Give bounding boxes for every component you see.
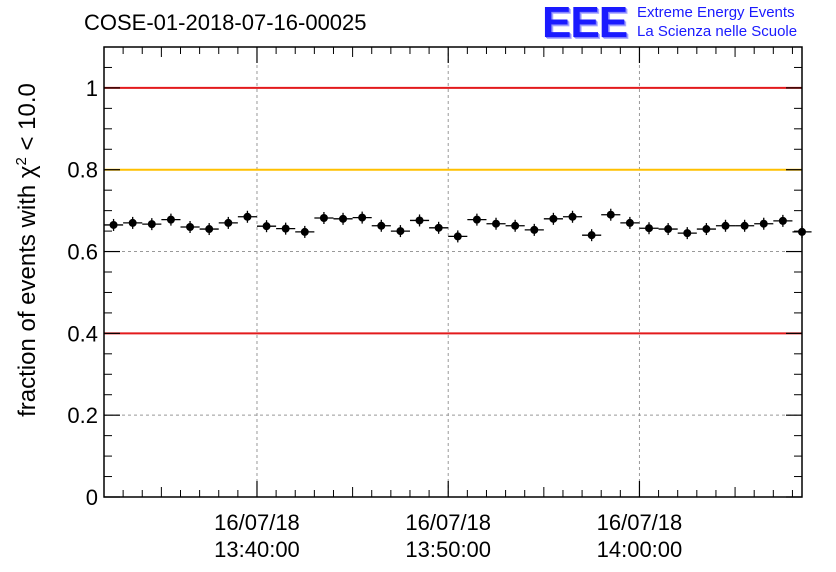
point-marker — [759, 219, 768, 228]
data-point — [696, 223, 716, 236]
point-marker — [224, 218, 233, 227]
tick-labels: 00.20.40.60.8116/07/1813:40:0016/07/1813… — [67, 76, 682, 562]
point-marker — [147, 220, 156, 229]
point-marker — [109, 220, 118, 229]
logo-tagline-1: Extreme Energy Events — [637, 4, 795, 21]
eee-logo: EEE Extreme Energy Events La Scienza nel… — [542, 0, 832, 47]
grid — [104, 47, 802, 497]
y-tick-label: 0 — [86, 485, 98, 510]
y-tick-label: 0.4 — [67, 321, 98, 346]
logo-mark: EEE — [542, 0, 628, 47]
point-marker — [128, 218, 137, 227]
point-marker — [262, 222, 271, 231]
data-point — [295, 225, 315, 238]
data-point — [773, 214, 793, 227]
data-point — [505, 219, 525, 232]
x-tick-label-date: 16/07/18 — [597, 510, 683, 535]
data-point — [735, 219, 755, 232]
data-point — [429, 221, 449, 234]
chart-title: COSE-01-2018-07-16-00025 — [84, 10, 367, 35]
data-point — [582, 229, 602, 242]
logo-tagline-2: La Scienza nelle Scuole — [637, 23, 798, 40]
point-marker — [300, 227, 309, 236]
point-marker — [415, 216, 424, 225]
x-tick-label-time: 14:00:00 — [597, 537, 683, 562]
data-point — [467, 213, 487, 226]
data-point — [333, 212, 353, 225]
x-tick-label-time: 13:40:00 — [214, 537, 300, 562]
axis-ticks — [103, 47, 802, 498]
data-point — [409, 214, 430, 227]
data-point — [237, 210, 257, 223]
data-point — [104, 218, 124, 231]
point-marker — [606, 210, 615, 219]
point-marker — [186, 223, 195, 231]
data-point — [180, 221, 200, 233]
point-marker — [319, 214, 328, 222]
data-point — [639, 222, 659, 235]
point-marker — [396, 227, 405, 236]
point-marker — [377, 221, 386, 230]
data-point — [352, 211, 372, 224]
data-point — [543, 212, 563, 225]
point-marker — [702, 225, 711, 234]
data-point — [792, 225, 812, 238]
point-marker — [243, 212, 252, 221]
data-points — [104, 208, 812, 243]
data-point — [658, 223, 678, 236]
point-marker — [281, 224, 290, 233]
data-point — [256, 220, 277, 233]
point-marker — [530, 225, 539, 234]
point-marker — [645, 224, 654, 233]
data-point — [314, 212, 334, 224]
plot-frame — [103, 46, 803, 498]
point-marker — [549, 214, 558, 223]
point-marker — [568, 212, 577, 221]
point-marker — [683, 229, 692, 238]
data-point — [601, 208, 621, 221]
point-marker — [740, 221, 749, 230]
point-marker — [472, 215, 481, 224]
y-tick-label: 0.6 — [67, 240, 98, 265]
y-tick-label: 1 — [86, 76, 98, 101]
data-point — [562, 210, 583, 223]
point-marker — [664, 225, 673, 234]
point-marker — [492, 219, 501, 228]
point-marker — [625, 218, 634, 227]
data-point — [620, 216, 640, 229]
data-point — [754, 217, 774, 230]
point-marker — [166, 215, 175, 224]
y-tick-label: 0.8 — [67, 158, 98, 183]
y-tick-label: 0.2 — [67, 403, 98, 428]
point-marker — [798, 227, 806, 236]
data-point — [276, 222, 296, 235]
x-tick-label-date: 16/07/18 — [405, 510, 491, 535]
point-marker — [358, 213, 367, 222]
data-point — [161, 213, 181, 226]
point-marker — [434, 223, 443, 232]
point-marker — [453, 232, 462, 241]
y-axis-label: fraction of events with χ2 < 10.0 — [13, 83, 41, 417]
point-marker — [339, 214, 348, 223]
point-marker — [587, 231, 596, 240]
data-point — [371, 219, 391, 232]
data-point — [390, 225, 410, 238]
data-point — [486, 217, 506, 230]
data-point — [199, 223, 219, 236]
point-marker — [511, 221, 520, 230]
threshold-lines — [104, 86, 802, 335]
x-tick-label-date: 16/07/18 — [214, 510, 300, 535]
data-point — [448, 230, 468, 243]
data-point — [524, 223, 544, 236]
data-point — [123, 216, 143, 229]
point-marker — [205, 225, 214, 234]
data-point — [218, 216, 238, 229]
data-point — [142, 218, 162, 231]
x-tick-label-time: 13:50:00 — [405, 537, 491, 562]
point-marker — [721, 221, 730, 230]
point-marker — [778, 216, 787, 225]
data-point — [715, 219, 736, 232]
data-point — [677, 227, 697, 240]
